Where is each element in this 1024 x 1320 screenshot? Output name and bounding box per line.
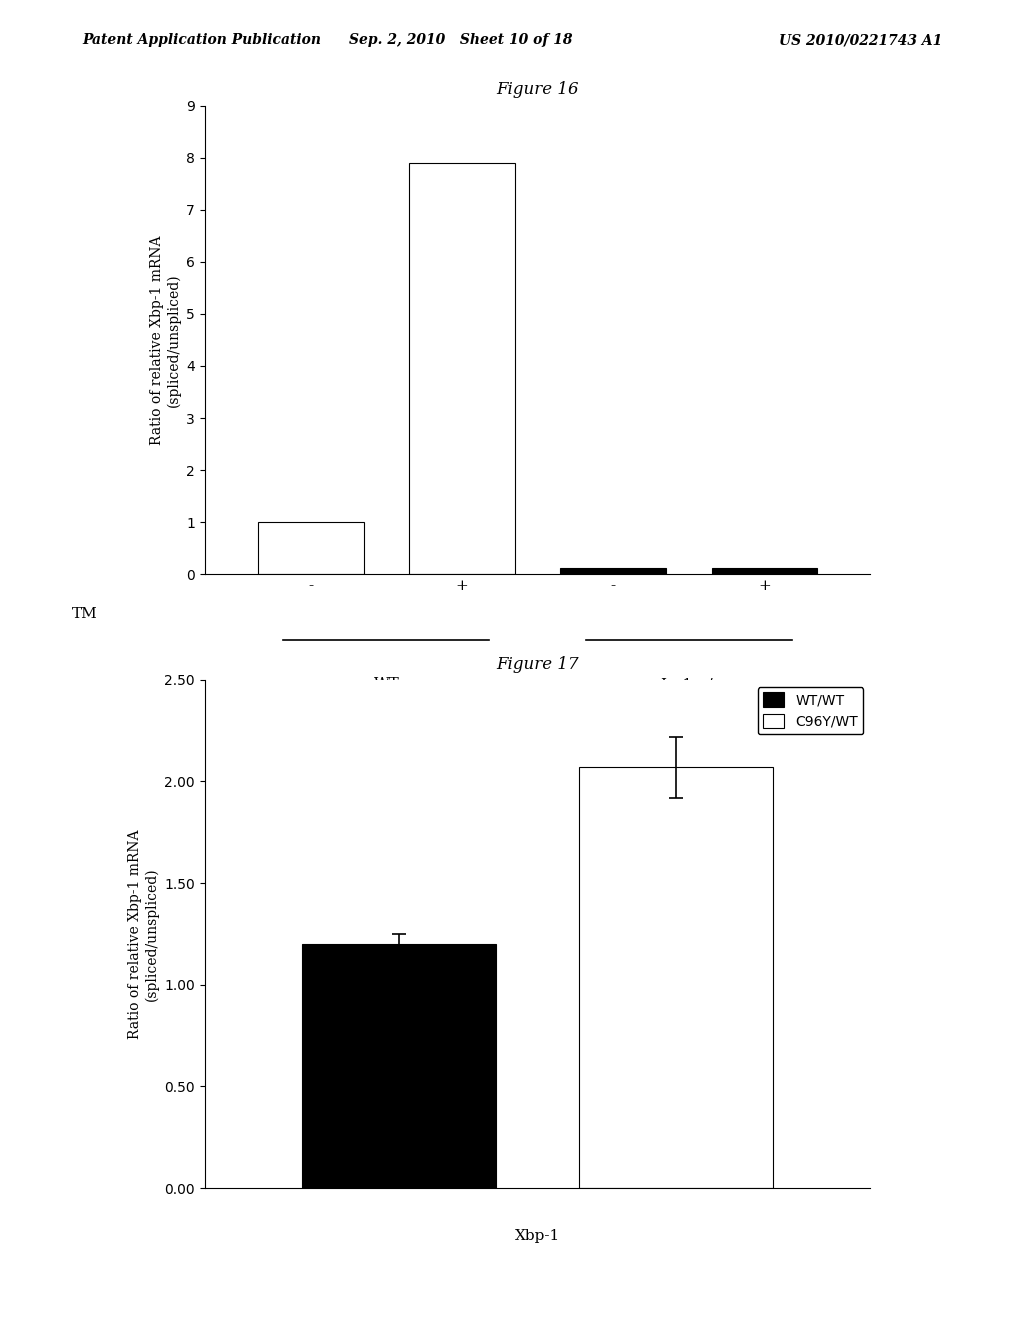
Y-axis label: Ratio of relative Xbp-1 mRNA
(spliced/unspliced): Ratio of relative Xbp-1 mRNA (spliced/un… — [128, 829, 159, 1039]
Title: Figure 16: Figure 16 — [497, 82, 579, 99]
Text: US 2010/0221743 A1: US 2010/0221743 A1 — [779, 33, 942, 48]
Bar — [258, 523, 364, 574]
Text: Sep. 2, 2010   Sheet 10 of 18: Sep. 2, 2010 Sheet 10 of 18 — [349, 33, 572, 48]
Y-axis label: Ratio of relative Xbp-1 mRNA
(spliced/unspliced): Ratio of relative Xbp-1 mRNA (spliced/un… — [150, 235, 180, 445]
Text: Ire1α-/-: Ire1α-/- — [660, 677, 718, 692]
Bar — [409, 162, 515, 574]
Legend: WT/WT, C96Y/WT: WT/WT, C96Y/WT — [758, 686, 863, 734]
Text: WT: WT — [374, 677, 399, 692]
Title: Figure 17: Figure 17 — [497, 656, 579, 673]
Bar — [712, 568, 817, 574]
Text: TM: TM — [72, 607, 97, 620]
Bar — [560, 568, 667, 574]
Text: Patent Application Publication: Patent Application Publication — [82, 33, 321, 48]
Bar — [302, 944, 496, 1188]
Text: Xbp-1: Xbp-1 — [515, 1229, 560, 1242]
Bar — [580, 767, 773, 1188]
